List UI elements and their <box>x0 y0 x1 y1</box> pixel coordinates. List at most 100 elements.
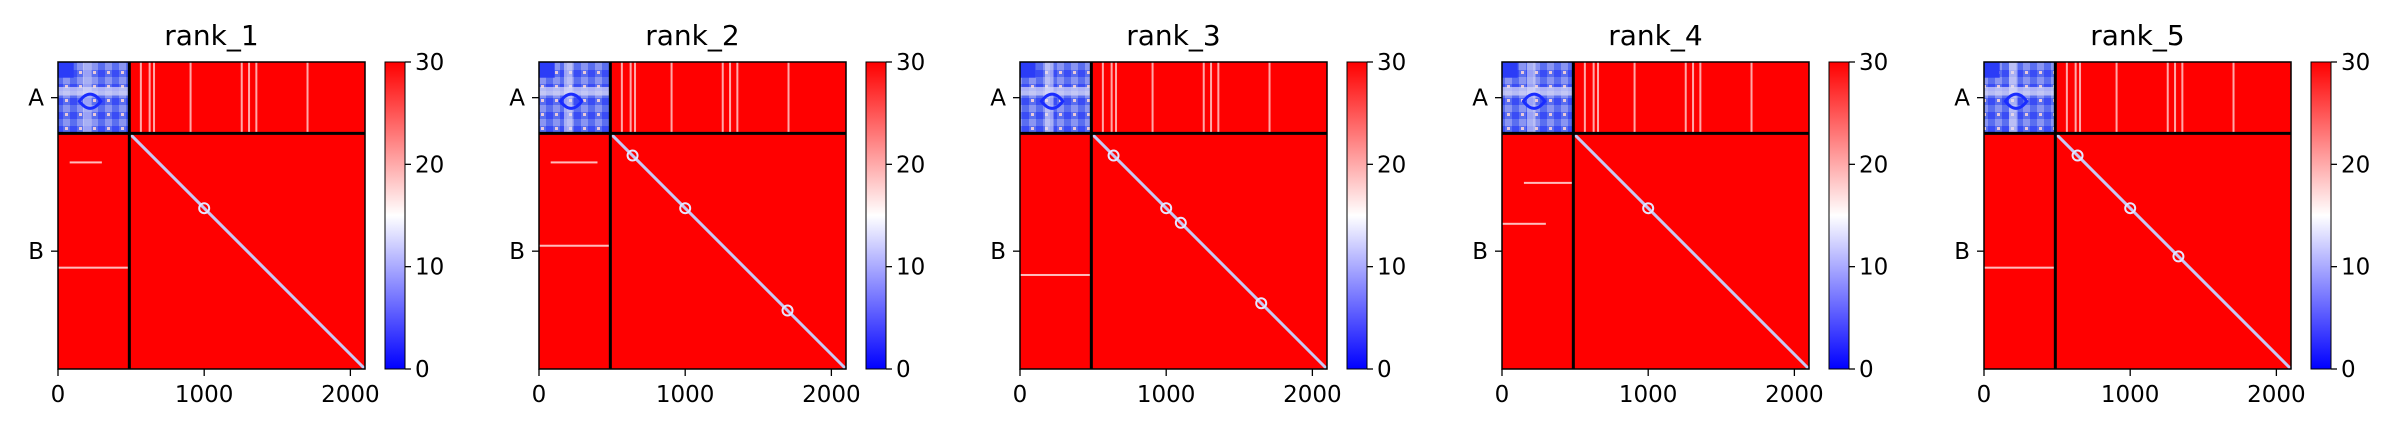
chain-label: B <box>28 239 44 265</box>
colorbar <box>1346 61 1368 370</box>
panel-title: rank_1 <box>164 19 258 52</box>
x-tick-label: 0 <box>1495 382 1510 408</box>
interchain-stripe <box>729 62 732 134</box>
chain-label: B <box>1472 239 1488 265</box>
chain-label: B <box>1954 239 1970 265</box>
interchain-stripe <box>1151 62 1154 134</box>
interchain-stripe <box>1101 62 1104 134</box>
interchain-stripe <box>2232 62 2235 134</box>
interchain-stripe <box>787 62 790 134</box>
colorbar-tick-label: 30 <box>1859 50 1888 76</box>
interchain-stripe <box>1210 62 1213 134</box>
streak <box>1020 273 1092 276</box>
colorbar-tick-label: 10 <box>1377 255 1406 281</box>
interchain-stripe <box>670 62 673 134</box>
chain-label: A <box>1954 86 1970 112</box>
streak <box>1984 266 2056 269</box>
chain-a-corner <box>58 62 74 78</box>
interchain-stripe <box>2174 62 2177 134</box>
chain-a-motif <box>1521 92 1547 110</box>
colorbar-tick-label: 0 <box>1859 357 1874 383</box>
interchain-stripe <box>1633 62 1636 134</box>
interchain-stripe <box>1268 62 1271 134</box>
diagonal-spot <box>198 202 211 215</box>
diagonal-spot <box>626 149 639 162</box>
interchain-stripe <box>139 62 142 134</box>
diagonal-spot <box>781 304 794 317</box>
chain-a-band-h <box>1984 86 2056 96</box>
interchain-stripe <box>620 62 623 134</box>
axes-frame <box>1019 61 1328 370</box>
x-tick-label: 2000 <box>802 382 861 408</box>
chain-label: B <box>509 239 525 265</box>
streak <box>69 161 102 164</box>
interchain-stripe <box>2074 62 2077 134</box>
chain-b-diagonal <box>2054 132 2293 371</box>
chain-label: A <box>1472 86 1488 112</box>
heatmap-panel-5: rank_5 0 1000 2000 A B 0 10 20 30 <box>1954 19 2370 408</box>
chain-a-band-h <box>539 86 611 96</box>
colorbar-tick-label: 10 <box>896 255 925 281</box>
interchain-stripe <box>634 62 637 134</box>
x-tick-label: 1000 <box>1619 382 1678 408</box>
diagonal-spot <box>679 202 692 215</box>
colorbar-tick-label: 10 <box>1859 255 1888 281</box>
x-tick-label: 2000 <box>1283 382 1342 408</box>
chain-a-motif <box>2003 92 2029 110</box>
interchain-stripe <box>2166 62 2169 134</box>
x-tick-label: 1000 <box>656 382 715 408</box>
x-tick-label: 1000 <box>175 382 234 408</box>
interchain-stripe <box>1692 62 1695 134</box>
colorbar-tick-label: 10 <box>415 255 444 281</box>
diagonal-spot <box>1255 297 1268 310</box>
colorbar-tick-label: 0 <box>896 357 911 383</box>
heatmap-panel-1: rank_1 0 1000 2000 A B 0 10 20 30 <box>28 19 444 408</box>
interchain-stripe <box>153 62 156 134</box>
chain-a-corner <box>1020 62 1036 78</box>
diagonal-spot <box>2124 202 2137 215</box>
chain-b-diagonal <box>1572 132 1811 371</box>
chain-a-motif <box>77 92 103 110</box>
heatmap-panel-2: rank_2 0 1000 2000 A B 0 10 20 30 <box>509 19 925 408</box>
x-tick-label: 0 <box>532 382 547 408</box>
chain-a-band-h <box>1502 86 1574 96</box>
interchain-stripe <box>721 62 724 134</box>
interchain-stripe <box>148 62 151 134</box>
interchain-stripe <box>2115 62 2118 134</box>
interchain-stripe <box>2181 62 2184 134</box>
colorbar <box>1828 61 1850 370</box>
chain-label: A <box>28 86 44 112</box>
chain-b-diagonal <box>1090 132 1329 371</box>
chain-a-band-v <box>2008 62 2018 134</box>
interchain-stripe <box>629 62 632 134</box>
colorbar-tick-label: 30 <box>2341 50 2370 76</box>
interchain-stripe <box>1597 62 1600 134</box>
colorbar-tick-label: 30 <box>1377 50 1406 76</box>
interchain-stripe <box>1750 62 1753 134</box>
streak <box>1523 181 1574 184</box>
colorbar-tick-label: 20 <box>415 152 444 178</box>
chain-a-motif <box>1039 92 1065 110</box>
interchain-stripe <box>1202 62 1205 134</box>
chain-a-band-h <box>58 86 130 96</box>
diagonal-spot <box>2071 149 2084 162</box>
x-tick-label: 0 <box>1977 382 1992 408</box>
colorbar-tick-label: 20 <box>1859 152 1888 178</box>
colorbar <box>2310 61 2332 370</box>
heatmap-panel-4: rank_4 0 1000 2000 A B 0 10 20 30 <box>1472 19 1888 408</box>
chain-a-band-v <box>563 62 573 134</box>
interchain-stripe <box>240 62 243 134</box>
colorbar-tick-label: 30 <box>896 50 925 76</box>
chain-label: B <box>990 239 1006 265</box>
x-tick-label: 0 <box>1013 382 1028 408</box>
chain-a-band-v <box>1044 62 1054 134</box>
colorbar-tick-label: 30 <box>415 50 444 76</box>
interchain-stripe <box>1217 62 1220 134</box>
diagonal-spot <box>1174 216 1187 229</box>
chain-a-band-v <box>82 62 92 134</box>
colorbar-tick-label: 0 <box>2341 357 2356 383</box>
interchain-stripe <box>736 62 739 134</box>
chain-label: A <box>990 86 1006 112</box>
interchain-stripe <box>1583 62 1586 134</box>
diagonal-spot <box>2172 250 2185 263</box>
